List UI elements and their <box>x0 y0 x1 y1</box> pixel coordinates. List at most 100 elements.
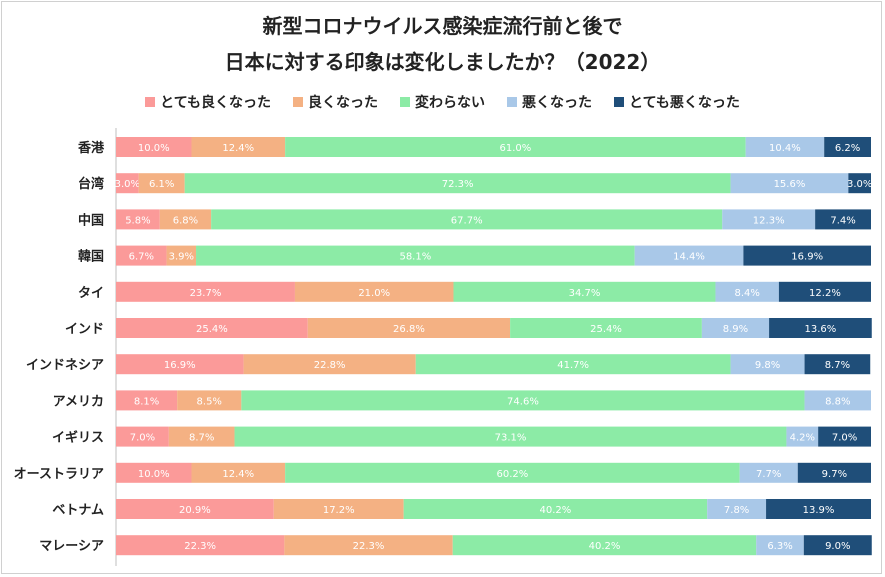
bar-segment <box>116 281 295 302</box>
category-label: タイ <box>78 286 104 301</box>
data-label: 4.2% <box>790 433 815 444</box>
chart-title-line2: 日本に対する印象は変化しましたか？（2022） <box>224 50 661 74</box>
bar-segment <box>196 245 635 266</box>
data-label: 25.4% <box>196 324 228 335</box>
legend-label: とても悪くなった <box>629 95 740 111</box>
data-label: 12.4% <box>222 143 254 154</box>
bar-segment <box>510 318 702 338</box>
category-label: 中国 <box>78 212 104 228</box>
data-label: 6.7% <box>129 252 154 263</box>
bar-segment <box>730 354 805 375</box>
data-label: 8.7% <box>825 360 850 371</box>
legend-label: とても良くなった <box>160 95 271 111</box>
data-label: 7.8% <box>724 505 749 516</box>
data-label: 9.8% <box>755 360 780 371</box>
data-label: 13.6% <box>805 324 837 335</box>
category-label: 台湾 <box>78 176 104 192</box>
bar-segment <box>211 209 723 230</box>
bar-segment <box>756 535 804 556</box>
bar-segment <box>452 535 757 556</box>
data-label: 72.3% <box>442 179 474 190</box>
data-label: 10.4% <box>769 143 801 154</box>
category-label: イギリス <box>52 430 104 446</box>
legend-item: とても悪くなった <box>614 92 740 112</box>
bar-segment <box>191 462 286 483</box>
legend-swatch <box>507 97 517 107</box>
data-label: 10.0% <box>138 469 170 480</box>
data-label: 12.4% <box>222 469 254 480</box>
data-label: 17.2% <box>323 505 355 516</box>
data-label: 3.0% <box>847 179 872 190</box>
bar-segment <box>848 173 871 194</box>
bar-segment <box>294 281 454 302</box>
category-label: 香港 <box>77 140 105 156</box>
bar-segment <box>166 245 197 266</box>
bar-segment <box>766 499 871 519</box>
data-label: 20.9% <box>179 505 211 516</box>
category-label: インド <box>65 322 104 337</box>
category-label: オーストラリア <box>14 467 104 482</box>
bar-segment <box>234 426 787 447</box>
legend-label: 悪くなった <box>522 95 592 111</box>
bar-segment <box>701 318 770 338</box>
data-label: 7.0% <box>130 433 155 444</box>
data-label: 58.1% <box>399 252 431 263</box>
bar-segment <box>739 462 798 483</box>
data-label: 74.6% <box>507 396 539 407</box>
legend-swatch <box>614 97 624 107</box>
data-label: 21.0% <box>358 288 390 299</box>
bar-segment <box>824 137 871 157</box>
data-label: 40.2% <box>589 541 621 552</box>
bar-segment <box>116 354 244 375</box>
legend-item: 変わらない <box>400 92 485 112</box>
data-label: 7.4% <box>830 215 855 226</box>
data-label: 60.2% <box>496 469 528 480</box>
category-label: ベトナム <box>52 503 104 518</box>
data-label: 8.9% <box>723 324 748 335</box>
data-label: 10.0% <box>138 143 170 154</box>
data-label: 73.1% <box>495 433 527 444</box>
data-label: 8.7% <box>189 433 214 444</box>
data-label: 16.9% <box>164 360 196 371</box>
bar-segment <box>168 426 235 447</box>
data-label: 23.7% <box>190 288 222 299</box>
data-label: 16.9% <box>791 252 823 263</box>
bar-segment <box>803 535 872 556</box>
bar-segment <box>138 173 185 194</box>
bar-segment <box>116 137 192 157</box>
bar-segment <box>815 209 871 230</box>
category-label: アメリカ <box>53 394 104 409</box>
legend-item: 悪くなった <box>507 92 592 112</box>
data-label: 6.8% <box>173 215 198 226</box>
bar-segment <box>243 354 416 375</box>
bar-segment <box>177 390 242 411</box>
bar-segment <box>191 137 286 157</box>
bar-segment <box>786 426 819 447</box>
data-label: 9.0% <box>825 541 850 552</box>
bar-segment <box>415 354 731 375</box>
data-label: 22.8% <box>314 360 346 371</box>
bar-segment <box>116 318 308 338</box>
data-label: 61.0% <box>500 143 532 154</box>
data-label: 8.4% <box>734 288 759 299</box>
data-label: 6.3% <box>767 541 792 552</box>
bar-segment <box>722 209 816 230</box>
data-label: 3.9% <box>169 252 194 263</box>
bar-segment <box>778 281 871 302</box>
bar-segment <box>116 535 285 556</box>
category-label: マレーシア <box>39 539 104 554</box>
data-label: 8.5% <box>197 396 222 407</box>
bar-segment <box>634 245 744 266</box>
bar-segment <box>804 354 871 375</box>
category-label: インドネシア <box>26 358 104 373</box>
bar-segment <box>273 499 404 519</box>
chart-title-line1: 新型コロナウイルス感染症流行前と後で <box>262 14 623 38</box>
bar-segment <box>116 499 274 519</box>
data-label: 7.7% <box>756 469 781 480</box>
bar-segment <box>241 390 805 411</box>
bar-segment <box>307 318 511 338</box>
bar-segment <box>715 281 779 302</box>
bar-segment <box>116 426 169 447</box>
data-label: 15.6% <box>774 179 806 190</box>
